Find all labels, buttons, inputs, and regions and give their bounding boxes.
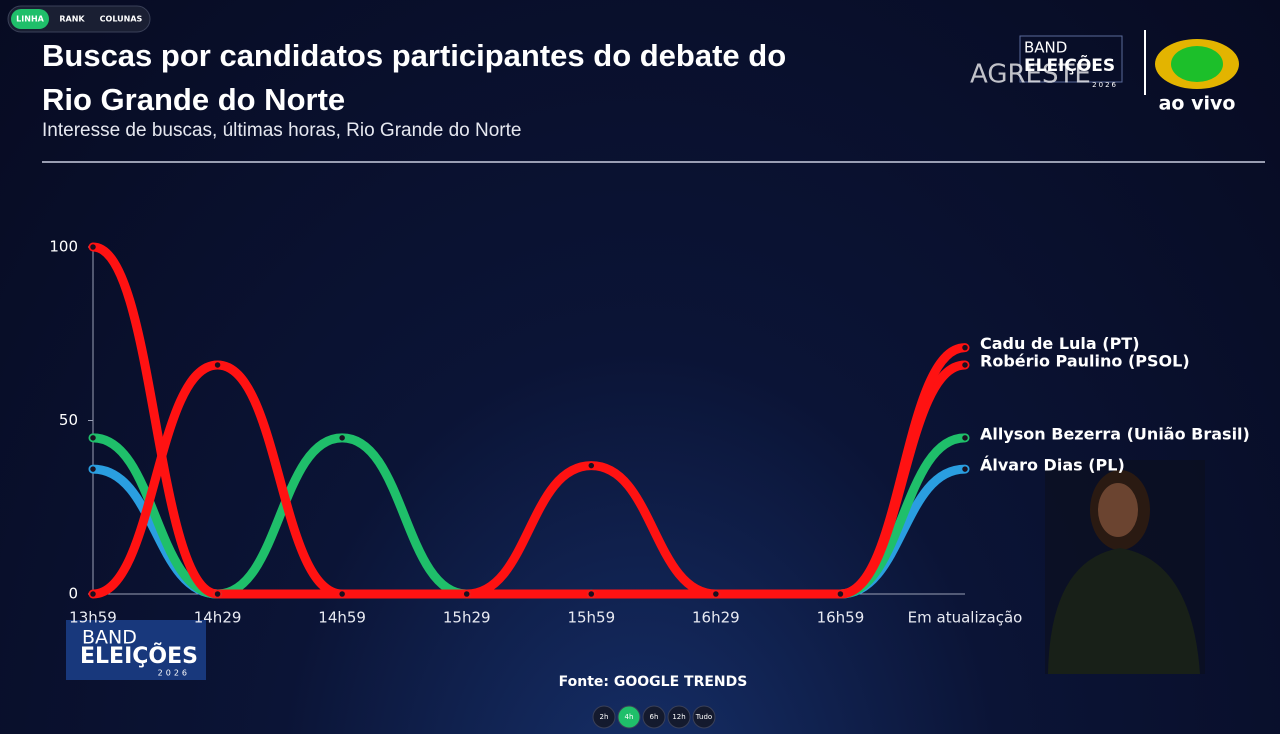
- point: [88, 433, 98, 443]
- tab[interactable]: RANK: [59, 15, 85, 24]
- logo-text: AGRESTE: [970, 60, 1091, 90]
- x-tick-label: Em atualização: [908, 609, 1023, 627]
- x-tick-label: 13h59: [69, 609, 117, 627]
- point: [587, 461, 596, 470]
- x-tick-label: 15h59: [567, 609, 615, 627]
- source: Fonte: GOOGLE TRENDS: [559, 674, 748, 690]
- logo-text: BAND: [82, 627, 137, 649]
- logo-text: BAND: [1024, 39, 1067, 57]
- x-tick-label: 14h59: [318, 609, 366, 627]
- chart-title: Buscas por candidatos participantes do d…: [42, 38, 787, 117]
- range-button[interactable]: [692, 705, 716, 729]
- point: [337, 433, 347, 443]
- tab[interactable]: LINHA: [16, 15, 44, 24]
- tab-active: [11, 9, 49, 29]
- line-series: [88, 433, 970, 599]
- legend-label: Cadu de Lula (PT): [980, 334, 1140, 353]
- legend-label: Robério Paulino (PSOL): [980, 351, 1190, 370]
- legend-label: Álvaro Dias (PL): [980, 456, 1125, 475]
- logo-text: 2026: [1092, 81, 1118, 89]
- point: [88, 242, 98, 252]
- point: [213, 589, 222, 599]
- point: [88, 464, 98, 474]
- logo-text: ELEIÇÕES: [80, 643, 198, 669]
- line-series: [88, 242, 970, 599]
- y-tick-label: 0: [68, 585, 78, 603]
- y-tick-label: 50: [59, 411, 78, 429]
- x-tick-label: 16h29: [692, 609, 740, 627]
- point: [960, 343, 970, 352]
- point: [88, 589, 98, 599]
- point: [213, 360, 222, 370]
- chart-subtitle: Interesse de buscas, últimas horas, Rio …: [42, 120, 522, 141]
- x-tick-label: 16h59: [817, 609, 865, 627]
- tab[interactable]: COLUNAS: [100, 15, 143, 24]
- range-label[interactable]: 2h: [600, 713, 609, 721]
- line-series: [88, 360, 970, 599]
- point: [462, 589, 471, 599]
- range-label[interactable]: 6h: [650, 713, 659, 721]
- logo-text: 2026: [158, 669, 190, 678]
- range-button[interactable]: [642, 705, 666, 729]
- range-label[interactable]: Tudo: [695, 713, 712, 721]
- range-label[interactable]: 12h: [672, 713, 685, 721]
- y-tick-label: 100: [49, 238, 78, 256]
- x-tick-label: 14h29: [194, 609, 242, 627]
- point: [960, 433, 970, 443]
- point: [960, 464, 970, 474]
- interpreter: [1045, 460, 1205, 674]
- logo-text: ELEIÇÕES: [1024, 53, 1115, 76]
- logo-text: ao vivo: [1159, 93, 1236, 115]
- x-tick-label: 15h29: [443, 609, 491, 627]
- point: [337, 589, 347, 599]
- point: [711, 589, 721, 599]
- legend-label: Allyson Bezerra (União Brasil): [980, 424, 1250, 443]
- range-button[interactable]: [592, 705, 616, 729]
- point: [587, 589, 596, 599]
- range-button[interactable]: [667, 705, 691, 729]
- range-label[interactable]: 4h: [625, 713, 634, 721]
- point: [960, 360, 970, 370]
- range-button[interactable]: [617, 705, 641, 729]
- point: [836, 589, 845, 599]
